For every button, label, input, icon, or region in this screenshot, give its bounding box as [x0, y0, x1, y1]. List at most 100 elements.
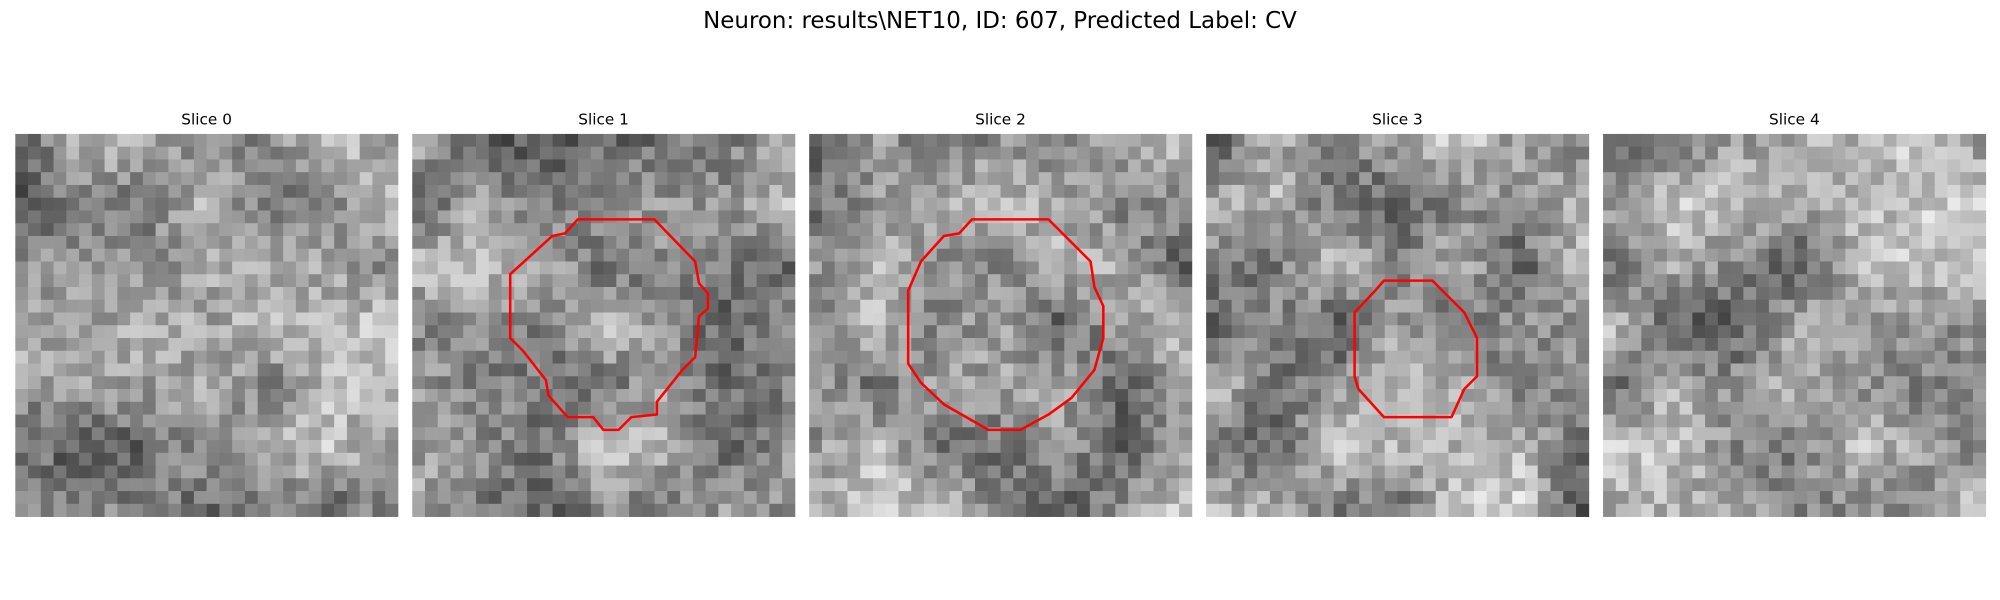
- pixel: [1179, 363, 1193, 377]
- pixel: [463, 133, 477, 148]
- pixel: [270, 235, 284, 250]
- pixel: [1206, 376, 1220, 390]
- pixel: [321, 440, 335, 454]
- pixel: [1794, 261, 1808, 275]
- pixel: [1781, 491, 1795, 505]
- pixel: [603, 312, 617, 326]
- pixel: [1743, 286, 1757, 301]
- pixel: [295, 465, 310, 479]
- pixel: [1883, 389, 1897, 403]
- pixel: [1051, 274, 1065, 288]
- pixel: [1397, 478, 1411, 492]
- pixel: [860, 414, 874, 428]
- pixel: [834, 478, 848, 492]
- pixel: [1000, 389, 1014, 403]
- pixel: [1525, 503, 1539, 517]
- pixel: [385, 210, 399, 224]
- pixel: [1064, 325, 1078, 339]
- pixel: [334, 325, 348, 339]
- pixel: [1666, 376, 1680, 390]
- pixel: [1845, 286, 1859, 301]
- pixel: [437, 274, 451, 288]
- pixel: [1231, 223, 1245, 237]
- pixel: [1781, 350, 1795, 364]
- pixel: [463, 223, 477, 237]
- pixel: [142, 503, 156, 517]
- pixel: [359, 376, 373, 390]
- pixel: [1743, 414, 1757, 428]
- pixel: [1115, 286, 1129, 301]
- pixel: [1909, 133, 1923, 148]
- pixel: [321, 350, 335, 364]
- pixel: [270, 261, 284, 275]
- pixel: [743, 286, 758, 301]
- pixel: [1435, 184, 1449, 199]
- pixel: [1679, 184, 1693, 199]
- pixel: [232, 299, 246, 313]
- pixel: [40, 427, 54, 441]
- pixel: [527, 172, 541, 186]
- pixel: [385, 491, 399, 505]
- pixel: [1166, 235, 1180, 250]
- pixel: [1781, 414, 1795, 428]
- pixel: [1206, 172, 1220, 186]
- pixel: [1654, 401, 1668, 415]
- pixel: [1448, 376, 1462, 390]
- pixel: [1231, 286, 1245, 301]
- pixel: [1768, 465, 1783, 479]
- pixel: [616, 491, 630, 505]
- pixel: [949, 159, 963, 173]
- pixel: [1641, 274, 1655, 288]
- pixel: [425, 235, 439, 250]
- pixel: [1641, 465, 1655, 479]
- pixel: [1435, 299, 1449, 313]
- pixel: [257, 325, 271, 339]
- pixel: [463, 491, 477, 505]
- pixel: [53, 146, 67, 160]
- pixel: [1140, 235, 1154, 250]
- pixel: [1486, 376, 1500, 390]
- pixel: [1435, 248, 1449, 262]
- pixel: [1794, 478, 1808, 492]
- pixel: [257, 376, 271, 390]
- pixel: [743, 452, 758, 466]
- pixel: [743, 184, 758, 199]
- pixel: [1461, 133, 1475, 148]
- pixel: [425, 146, 439, 160]
- pixel: [1972, 312, 1987, 326]
- pixel: [1435, 338, 1449, 352]
- pixel: [1525, 197, 1539, 211]
- pixel: [1960, 261, 1974, 275]
- pixel: [885, 478, 899, 492]
- pixel: [578, 491, 592, 505]
- pixel: [705, 210, 719, 224]
- pixel: [756, 133, 770, 148]
- pixel: [232, 235, 246, 250]
- pixel: [731, 159, 745, 173]
- pixel: [1410, 325, 1424, 339]
- pixel: [321, 452, 335, 466]
- pixel: [1807, 197, 1821, 211]
- pixel: [321, 235, 335, 250]
- pixel: [1140, 401, 1154, 415]
- pixel: [1563, 503, 1577, 517]
- pixel: [872, 427, 887, 441]
- pixel: [1666, 440, 1680, 454]
- pixel: [334, 338, 348, 352]
- pixel: [385, 248, 399, 262]
- pixel: [667, 452, 681, 466]
- pixel: [1858, 172, 1872, 186]
- pixel: [463, 503, 477, 517]
- pixel: [91, 465, 105, 479]
- pixel: [1257, 401, 1271, 415]
- pixel: [283, 210, 297, 224]
- pixel: [385, 350, 399, 364]
- pixel: [1641, 235, 1655, 250]
- pixel: [334, 389, 348, 403]
- pixel: [1896, 210, 1910, 224]
- pixel: [501, 338, 515, 352]
- pixel: [1794, 235, 1808, 250]
- pixel: [552, 312, 566, 326]
- pixel: [1858, 274, 1872, 288]
- pixel: [578, 299, 592, 313]
